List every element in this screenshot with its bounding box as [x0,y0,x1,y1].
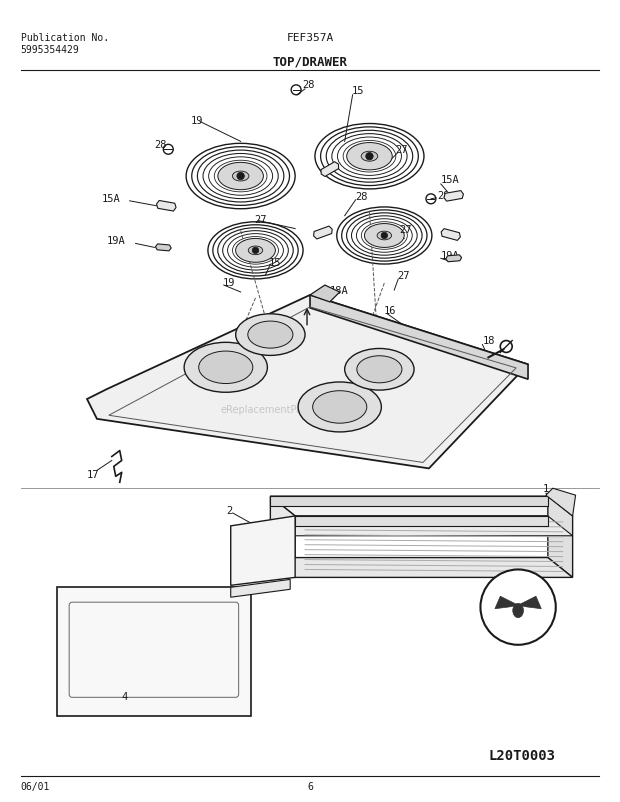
Text: L20T0003: L20T0003 [489,748,556,762]
Text: Publication No.: Publication No. [20,34,108,43]
Text: 28: 28 [437,191,450,200]
Text: 19A: 19A [107,236,126,246]
Text: 19: 19 [223,277,235,288]
Text: 17: 17 [87,470,100,480]
Polygon shape [231,516,295,585]
Polygon shape [548,496,573,577]
Text: 15A: 15A [102,193,121,204]
Ellipse shape [513,604,523,618]
Polygon shape [231,580,290,597]
Polygon shape [270,496,548,506]
Text: 18A: 18A [330,286,348,296]
Polygon shape [270,496,573,516]
Ellipse shape [357,356,402,383]
Ellipse shape [198,351,253,384]
Polygon shape [546,488,575,516]
Text: 5995354429: 5995354429 [20,45,79,55]
Text: TOP/DRAWER: TOP/DRAWER [273,55,347,68]
Polygon shape [295,516,573,536]
Text: eReplacementParts.com: eReplacementParts.com [221,404,340,415]
Polygon shape [57,588,250,716]
Ellipse shape [248,322,293,349]
Polygon shape [441,229,460,241]
Text: 2: 2 [226,505,232,516]
Polygon shape [310,286,340,302]
Text: 27: 27 [399,225,412,234]
Text: 27: 27 [397,271,410,281]
Text: 15A: 15A [441,175,459,184]
Ellipse shape [361,152,378,162]
Text: 19: 19 [191,115,203,125]
Ellipse shape [377,232,392,241]
Ellipse shape [184,343,267,393]
Ellipse shape [236,239,275,263]
Text: 15: 15 [352,86,364,95]
Ellipse shape [248,247,263,255]
Circle shape [237,173,244,180]
Ellipse shape [218,163,264,190]
Polygon shape [156,201,176,212]
Text: 28: 28 [154,140,167,150]
Text: 1: 1 [543,484,549,493]
Text: 16: 16 [383,306,396,315]
Text: 27: 27 [395,145,408,155]
Polygon shape [444,192,464,202]
Polygon shape [295,516,548,526]
Text: 28: 28 [302,79,314,90]
Ellipse shape [345,349,414,391]
Ellipse shape [347,144,392,171]
Text: 28: 28 [356,192,368,201]
Ellipse shape [312,391,367,423]
Polygon shape [270,558,573,577]
Circle shape [480,569,556,645]
Polygon shape [495,597,518,609]
Text: 19A: 19A [441,251,459,261]
Polygon shape [314,227,332,240]
Text: 6: 6 [307,780,313,791]
Ellipse shape [236,314,305,356]
Circle shape [381,233,388,240]
Polygon shape [270,496,295,577]
Circle shape [366,153,373,160]
Text: 06/01: 06/01 [20,780,50,791]
Polygon shape [87,296,528,469]
Polygon shape [156,245,171,252]
Polygon shape [446,256,462,262]
Polygon shape [310,296,528,379]
Text: 4: 4 [122,691,128,702]
Text: 18: 18 [482,335,495,345]
Circle shape [252,248,259,254]
Text: 15: 15 [268,258,281,268]
Ellipse shape [298,383,381,432]
Polygon shape [321,163,339,177]
Text: 27: 27 [254,214,267,225]
Polygon shape [518,597,541,609]
Text: FEF357A: FEF357A [286,34,334,43]
Ellipse shape [232,172,249,182]
Text: 7: 7 [483,606,490,615]
Ellipse shape [365,225,404,248]
